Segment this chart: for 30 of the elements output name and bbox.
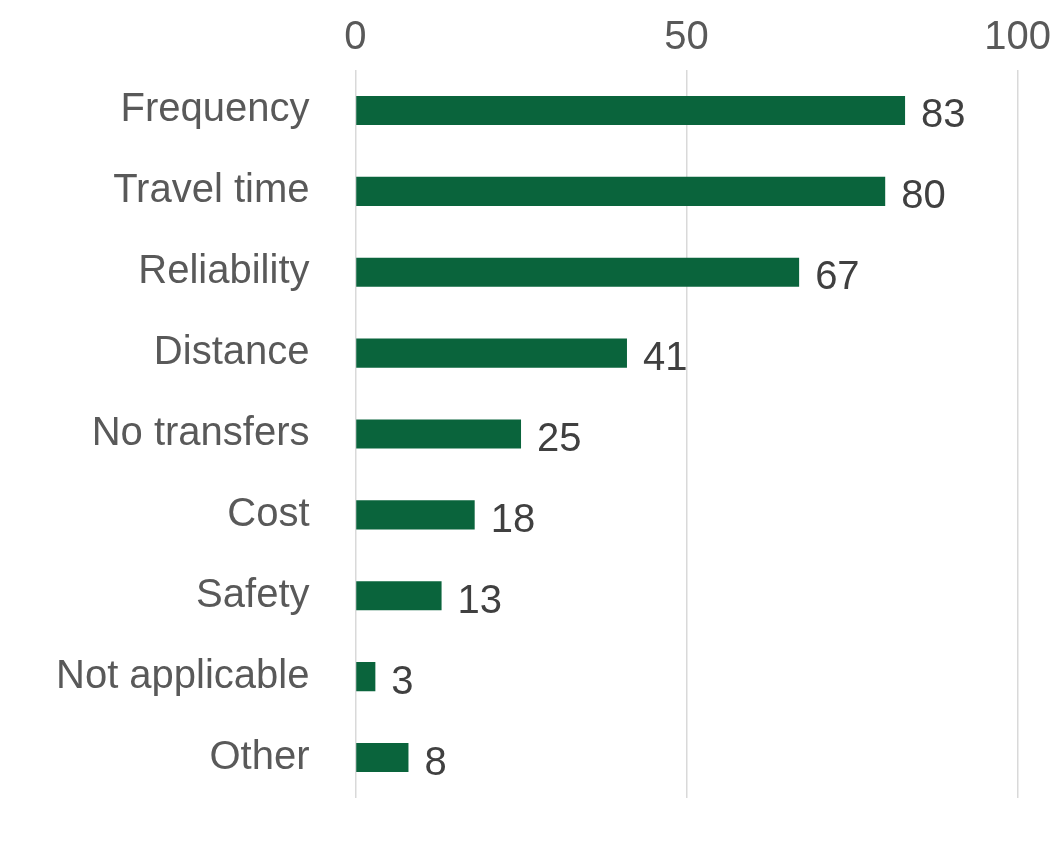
y-tick-label: Not applicable [56, 651, 310, 696]
data-label: 41 [642, 334, 688, 379]
data-label: 8 [424, 738, 447, 783]
bar [356, 743, 409, 773]
bar [356, 500, 475, 530]
bar [356, 581, 442, 611]
y-tick-label: Safety [196, 570, 310, 615]
bar [356, 662, 376, 692]
y-tick-label: Distance [153, 328, 310, 373]
data-label: 83 [921, 91, 966, 136]
x-tick-label: 0 [344, 13, 367, 58]
x-tick-label: 100 [984, 13, 1052, 58]
bar [356, 338, 627, 368]
data-label: 13 [457, 576, 503, 621]
data-label: 3 [391, 657, 414, 702]
y-tick-label: Cost [227, 489, 310, 534]
x-tick-label: 50 [664, 13, 709, 58]
y-tick-label: Travel time [113, 166, 310, 211]
bar [356, 95, 906, 125]
y-tick-label: Frequency [120, 85, 310, 130]
y-tick-label: Other [209, 732, 310, 777]
bar [356, 419, 522, 449]
data-label: 80 [901, 172, 946, 217]
data-label: 25 [537, 415, 582, 460]
y-tick-label: No transfers [91, 409, 310, 454]
y-tick-label: Reliability [138, 247, 310, 292]
bar [356, 257, 800, 287]
bar [356, 176, 886, 206]
data-label: 67 [815, 253, 860, 298]
data-label: 18 [490, 495, 536, 540]
